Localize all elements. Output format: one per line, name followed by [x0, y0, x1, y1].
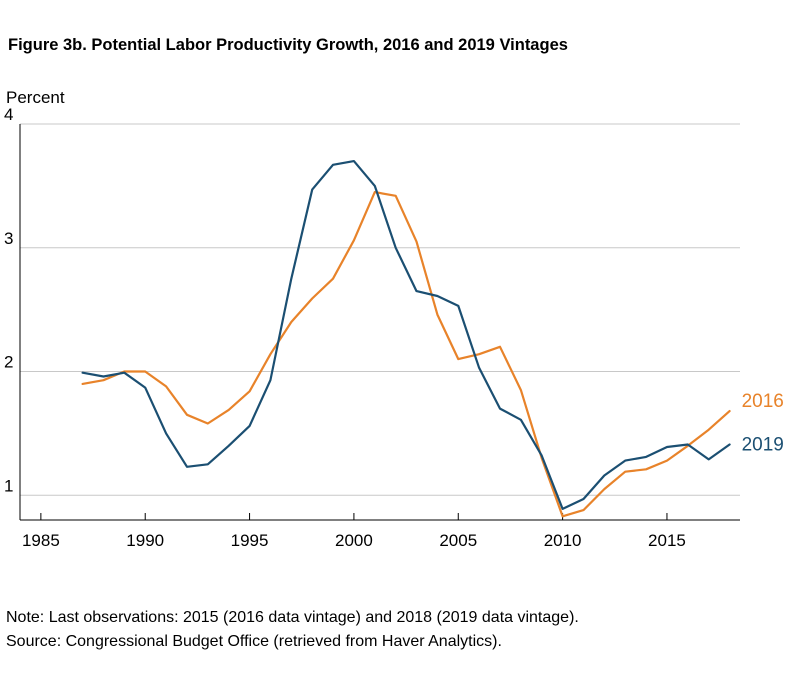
x-tick-label: 1995 [231, 531, 269, 550]
y-tick-label: 2 [4, 353, 13, 372]
series-label-2016: 2016 [742, 391, 784, 412]
source-text: Source: Congressional Budget Office (ret… [6, 633, 502, 650]
series-label-2019: 2019 [742, 435, 784, 456]
x-tick-label: 2015 [648, 531, 686, 550]
chart-title: Figure 3b. Potential Labor Productivity … [8, 36, 568, 54]
series-labels: 2016 2019 [742, 391, 784, 455]
axes [19, 124, 740, 521]
series-lines [81, 160, 731, 518]
footnote: Note: Last observations: 2015 (2016 data… [6, 606, 579, 654]
series-line-2016 [81, 191, 731, 518]
y-tick-label: 3 [4, 229, 13, 248]
y-axis-label: Percent [6, 88, 65, 107]
y-tick-label: 4 [4, 105, 13, 124]
y-tick-label: 1 [4, 476, 13, 495]
x-tick-label: 2005 [439, 531, 477, 550]
x-tick-label: 1990 [126, 531, 164, 550]
tick-labels: 1 2 3 4 1985 1990 1995 2000 2005 2010 2015 [4, 105, 686, 550]
note-text: Note: Last observations: 2015 (2016 data… [6, 609, 579, 626]
x-tick-label: 2010 [544, 531, 582, 550]
x-tick-label: 1985 [22, 531, 60, 550]
x-tick-label: 2000 [335, 531, 373, 550]
gridlines [20, 123, 740, 496]
series-line-2019 [81, 160, 731, 510]
